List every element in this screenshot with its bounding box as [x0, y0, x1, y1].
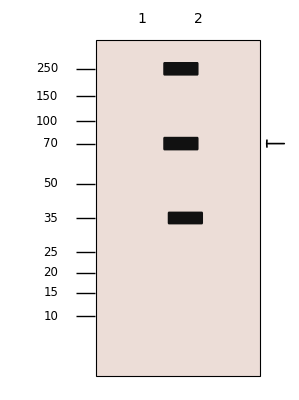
Text: 35: 35	[44, 212, 58, 224]
Text: 2: 2	[194, 12, 203, 26]
Text: 150: 150	[36, 90, 58, 102]
Text: 1: 1	[138, 12, 147, 26]
Text: 250: 250	[36, 62, 58, 75]
FancyBboxPatch shape	[168, 212, 203, 224]
FancyBboxPatch shape	[163, 137, 199, 150]
Text: 20: 20	[43, 266, 58, 279]
Text: 15: 15	[43, 286, 58, 299]
Text: 25: 25	[43, 246, 58, 258]
Text: 70: 70	[43, 137, 58, 150]
FancyBboxPatch shape	[163, 62, 199, 76]
Text: 100: 100	[36, 115, 58, 128]
Bar	[96, 40, 260, 376]
Text: 50: 50	[44, 177, 58, 190]
Text: 10: 10	[43, 310, 58, 322]
